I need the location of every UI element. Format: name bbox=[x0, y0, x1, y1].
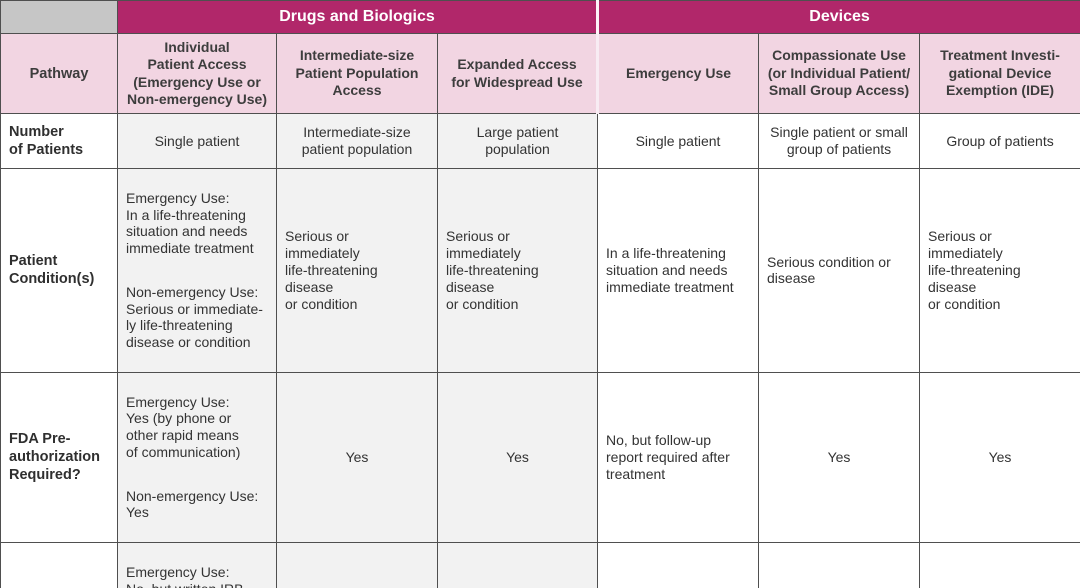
group-header-drugs-and-biologics: Drugs and Biologics bbox=[116, 0, 599, 34]
cell: Yes bbox=[758, 541, 921, 588]
cell: Yes bbox=[919, 541, 1080, 588]
cell-paragraph: Emergency Use: No, but written IRB notif… bbox=[126, 563, 244, 588]
row-label: Patient Condition(s) bbox=[0, 168, 118, 373]
cell: Yes bbox=[276, 541, 438, 588]
table-row-fda-preauthorization: FDA Pre- authorization Required? Emergen… bbox=[0, 371, 1080, 543]
column-header-expanded-access: Expanded Access for Widespread Use bbox=[436, 33, 599, 114]
cell: Yes bbox=[436, 541, 599, 588]
cell: Group of patients bbox=[919, 113, 1080, 169]
pathway-header: Pathway bbox=[0, 33, 118, 114]
cell: Emergency Use: In a life-threatening sit… bbox=[117, 168, 277, 373]
column-header-intermediate-size: Intermediate-size Patient Population Acc… bbox=[276, 33, 438, 114]
cell-paragraph: Emergency Use: Yes (by phone or other ra… bbox=[126, 393, 241, 460]
cell: Intermediate-size patient population bbox=[276, 113, 438, 169]
group-header-devices: Devices bbox=[596, 0, 1080, 34]
row-label: FDA Pre- authorization Required? bbox=[0, 371, 118, 543]
corner-cell bbox=[0, 0, 118, 34]
row-label: IRB Pre- authorization Required? bbox=[0, 541, 118, 588]
cell: Yes bbox=[758, 371, 921, 543]
group-header-row: Drugs and Biologics Devices bbox=[0, 0, 1080, 34]
cell: Serious condition or disease bbox=[758, 168, 921, 373]
cell-paragraph: Emergency Use: In a life-threatening sit… bbox=[126, 189, 254, 257]
column-header-treatment-ide: Treatment Investi- gational Device Exemp… bbox=[919, 33, 1080, 114]
cell: Large patient population bbox=[436, 113, 599, 169]
cell-paragraph: Non-emergency Use: Serious or immediate-… bbox=[126, 283, 263, 351]
column-header-row: Pathway Individual Patient Access (Emerg… bbox=[0, 33, 1080, 114]
cell: Emergency Use: Yes (by phone or other ra… bbox=[117, 371, 277, 543]
row-label: Number of Patients bbox=[0, 113, 118, 169]
cell: Serious or immediately life-threatening … bbox=[919, 168, 1080, 373]
table-row-patient-conditions: Patient Condition(s) Emergency Use: In a… bbox=[0, 168, 1080, 373]
column-header-individual-patient-access: Individual Patient Access (Emergency Use… bbox=[117, 33, 277, 114]
cell: Yes bbox=[919, 371, 1080, 543]
column-header-compassionate-use: Compassionate Use (or Individual Patient… bbox=[758, 33, 921, 114]
cell: Emergency Use: No, but written IRB notif… bbox=[117, 541, 277, 588]
cell: Serious or immediately life-threatening … bbox=[436, 168, 599, 373]
cell: Yes bbox=[276, 371, 438, 543]
cell: In a life-threatening situation and need… bbox=[597, 168, 760, 373]
table-row-number-of-patients: Number of Patients Single patient Interm… bbox=[0, 113, 1080, 169]
cell: Yes bbox=[436, 371, 599, 543]
table-row-irb-preauthorization: IRB Pre- authorization Required? Emergen… bbox=[0, 541, 1080, 588]
cell: No, but written IRB notification needed … bbox=[597, 541, 760, 588]
cell: Single patient bbox=[597, 113, 760, 169]
cell: Single patient bbox=[117, 113, 277, 169]
cell-paragraph: Non-emergency Use: Yes bbox=[126, 487, 259, 521]
cell: No, but follow-up report required after … bbox=[597, 371, 760, 543]
cell: Serious or immediately life-threatening … bbox=[276, 168, 438, 373]
column-header-emergency-use: Emergency Use bbox=[596, 33, 760, 114]
cell: Single patient or small group of patient… bbox=[758, 113, 921, 169]
